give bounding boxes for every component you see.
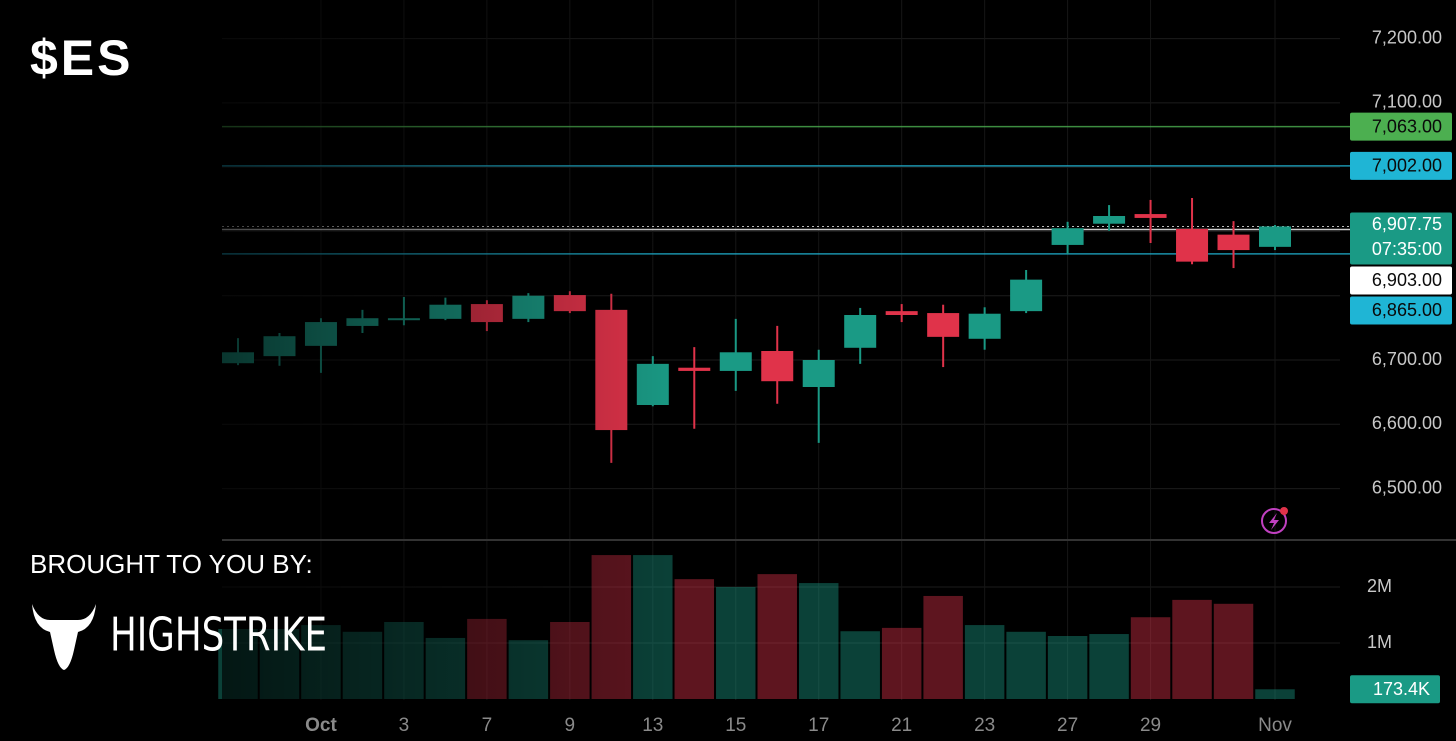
- fade-overlay: [222, 0, 682, 700]
- volume-bar: [923, 595, 963, 699]
- volume-label: 173.4K: [1373, 679, 1430, 699]
- candle-body: [1259, 226, 1291, 247]
- candle-body: [719, 352, 752, 371]
- y-tick-label: 7,200.00: [1372, 27, 1442, 47]
- volume-bar: [1213, 603, 1254, 699]
- level-label-bg: [1350, 296, 1452, 325]
- last-price-label: 6,907.75: [1372, 214, 1442, 234]
- level-label: 7,002.00: [1372, 156, 1442, 176]
- volume-bar: [716, 587, 756, 699]
- candle-body: [678, 367, 711, 371]
- x-tick-label: 13: [642, 715, 663, 736]
- candle-body: [1176, 228, 1209, 262]
- candle-body: [761, 351, 794, 382]
- x-tick-label: 27: [1057, 715, 1078, 736]
- volume-label-bg: [1350, 675, 1440, 704]
- y-tick-label: 6,500.00: [1372, 477, 1442, 497]
- chart-title: $ES: [30, 30, 134, 86]
- candle-body: [1217, 234, 1250, 251]
- volume-bar: [1006, 631, 1046, 699]
- candle-body: [844, 315, 877, 348]
- x-tick-label: 23: [974, 715, 995, 736]
- volume-bar: [757, 574, 797, 699]
- x-tick-label: 17: [808, 715, 829, 736]
- candle-body: [927, 313, 960, 337]
- volume-bar: [798, 583, 839, 699]
- candle-body: [1010, 279, 1043, 312]
- overlay: 7,063.00 7,002.00 6,907.75 07:35:00 6,903.00…: [1350, 112, 1452, 704]
- y-tick-label: 6,600.00: [1372, 413, 1442, 433]
- volume-bar: [1047, 636, 1088, 699]
- x-tick-label: 7: [482, 715, 493, 736]
- x-tick-label: 3: [399, 715, 410, 736]
- candle-body: [885, 311, 918, 315]
- level-label: 6,865.00: [1372, 300, 1442, 320]
- x-tick-label: 9: [565, 715, 576, 736]
- candle-body: [802, 360, 835, 387]
- y-tick-label: 6,700.00: [1372, 349, 1442, 369]
- volume-tick-label: 1M: [1367, 632, 1392, 652]
- volume-bar: [1172, 599, 1212, 699]
- x-tick-label: 21: [891, 715, 912, 736]
- x-tick-label: Nov: [1258, 715, 1292, 736]
- candle-body: [1093, 216, 1126, 224]
- x-tick-label: 29: [1140, 715, 1161, 736]
- last-price-bg: [1350, 212, 1452, 265]
- level-label-bg: [1350, 266, 1452, 295]
- level-label-bg: [1350, 151, 1452, 180]
- volume-tick-label: 2M: [1367, 576, 1392, 596]
- sponsor-brand: HIGHSTRIKE: [110, 609, 327, 663]
- bull-logo: [32, 604, 96, 670]
- level-label: 6,903.00: [1372, 270, 1442, 290]
- volume-bar: [881, 627, 922, 699]
- countdown-label: 07:35:00: [1372, 239, 1442, 259]
- candle-body: [1051, 228, 1084, 245]
- sponsor-caption: BROUGHT TO YOU BY:: [30, 549, 313, 579]
- x-tick-label: Oct: [305, 715, 337, 736]
- candle-body: [1134, 214, 1167, 218]
- volume-bar: [964, 625, 1005, 699]
- level-label: 7,063.00: [1372, 116, 1442, 136]
- candle-body: [968, 313, 1001, 339]
- volume-bar: [1130, 617, 1171, 699]
- x-tick-label: 15: [725, 715, 746, 736]
- volume-bar: [840, 631, 880, 699]
- alert-icon: [1261, 507, 1288, 534]
- y-tick-label: 7,100.00: [1372, 92, 1442, 112]
- volume-bar: [1255, 689, 1295, 699]
- level-label-bg: [1350, 112, 1452, 141]
- volume-bar: [1089, 634, 1129, 699]
